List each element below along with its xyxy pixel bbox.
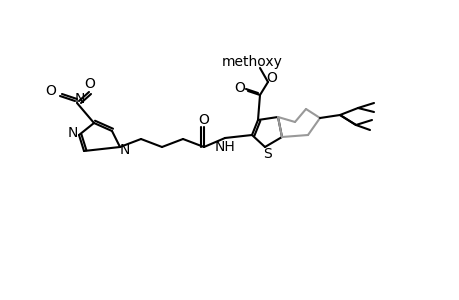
Text: S: S	[263, 147, 272, 161]
Text: O: O	[84, 77, 95, 91]
Text: methoxy: methoxy	[221, 55, 282, 69]
Text: O: O	[266, 71, 277, 85]
Text: O: O	[234, 81, 245, 95]
Text: O: O	[45, 84, 56, 98]
Text: N: N	[75, 92, 85, 106]
Text: O: O	[198, 113, 209, 127]
Text: N: N	[119, 143, 130, 157]
Text: N: N	[67, 126, 78, 140]
Text: NH: NH	[214, 140, 235, 154]
